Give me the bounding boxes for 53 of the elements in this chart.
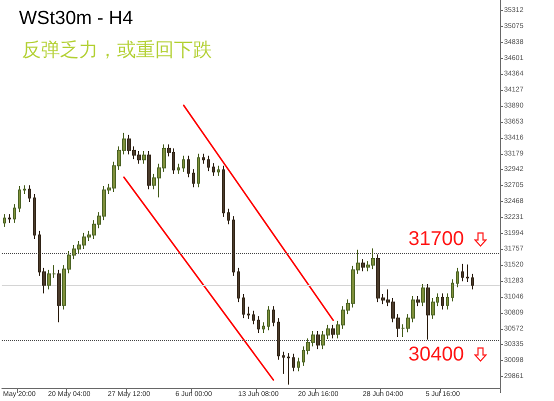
- candlestick: [431, 298, 435, 320]
- candlestick: [471, 273, 474, 290]
- candlestick: [237, 267, 240, 303]
- candlestick: [316, 330, 320, 350]
- candlestick: [217, 165, 220, 176]
- ref-line-label: 31700: [408, 228, 464, 250]
- ref-line-label: 30400: [408, 343, 464, 366]
- candlestick: [257, 316, 260, 334]
- candlestick: [421, 283, 425, 307]
- chart-title: WSt30m - H4: [19, 8, 134, 29]
- candlestick: [282, 351, 285, 374]
- candlestick: [192, 168, 195, 188]
- candlestick: [267, 306, 270, 331]
- candlestick: [142, 150, 146, 164]
- candlestick: [277, 318, 280, 360]
- candlestick: [242, 294, 245, 319]
- candlestick: [18, 185, 21, 213]
- candlestick: [202, 153, 205, 164]
- candlestick: [3, 214, 6, 228]
- candlestick: [451, 278, 454, 302]
- candlestick: [466, 264, 469, 282]
- candlestick: [272, 306, 275, 327]
- candlestick: [28, 184, 31, 203]
- candlestick: [461, 263, 464, 282]
- candlestick: [187, 155, 190, 178]
- candlestick: [292, 353, 295, 372]
- candlestick: [331, 324, 335, 339]
- candlestick: [446, 292, 449, 310]
- candlestick: [297, 357, 300, 372]
- candlestick: [426, 283, 430, 340]
- candlestick: [287, 352, 290, 386]
- candlestick: [441, 292, 444, 310]
- candlestick: [361, 258, 365, 272]
- candlestick: [262, 322, 265, 334]
- candlestick: [416, 296, 420, 307]
- candlestick: [13, 204, 16, 224]
- candlestick: [247, 306, 250, 320]
- candlestick: [207, 155, 210, 172]
- candlestick: [212, 162, 215, 176]
- candlestick: [197, 153, 200, 188]
- candlestick: [33, 194, 36, 240]
- candlestick: [227, 208, 230, 225]
- candlestick: [177, 163, 180, 174]
- candlestick: [456, 267, 459, 288]
- candlestick: [232, 216, 235, 276]
- candlestick: [147, 150, 151, 190]
- text: 反弹乏力，或重回下跌: [22, 40, 212, 61]
- candlestick: [182, 155, 185, 172]
- candlestick: [222, 165, 225, 218]
- candlestick: [8, 214, 11, 224]
- candlestick: [57, 269, 61, 323]
- candlestick: [252, 310, 255, 325]
- candlestick: [23, 184, 26, 194]
